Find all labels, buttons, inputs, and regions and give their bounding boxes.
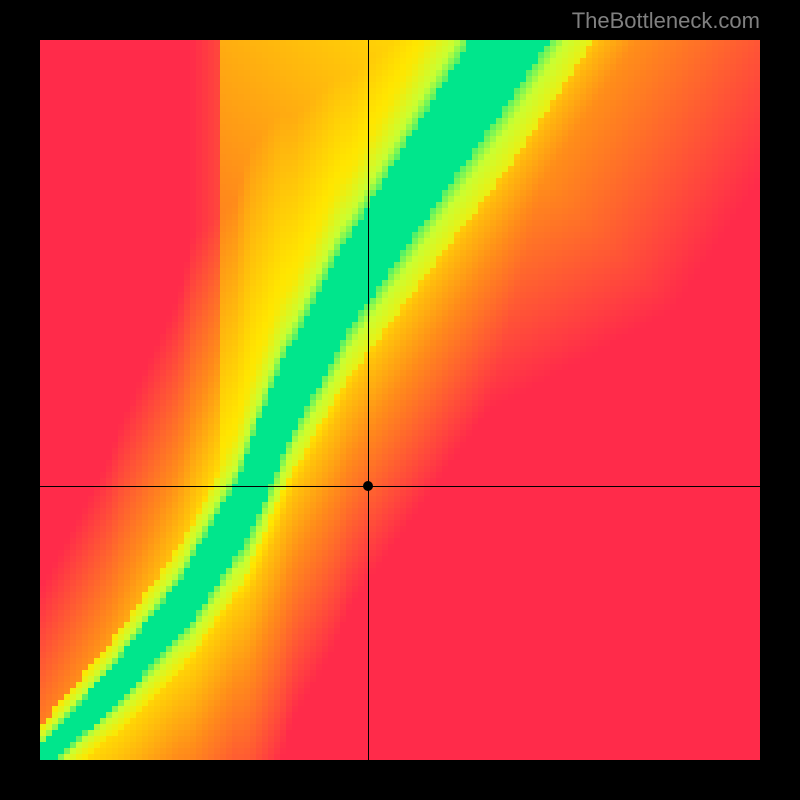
crosshair-vertical bbox=[368, 40, 369, 760]
crosshair-marker bbox=[363, 481, 373, 491]
bottleneck-heatmap bbox=[40, 40, 760, 760]
watermark-text: TheBottleneck.com bbox=[572, 8, 760, 34]
crosshair-horizontal bbox=[40, 486, 760, 487]
heatmap-canvas bbox=[40, 40, 760, 760]
